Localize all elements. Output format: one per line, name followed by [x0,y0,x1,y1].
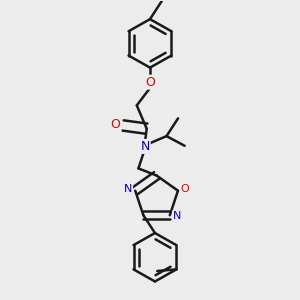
Text: N: N [124,184,132,194]
Text: N: N [173,211,181,221]
Text: O: O [181,184,190,194]
Text: O: O [111,118,121,131]
Text: N: N [140,140,150,153]
Text: O: O [145,76,155,89]
